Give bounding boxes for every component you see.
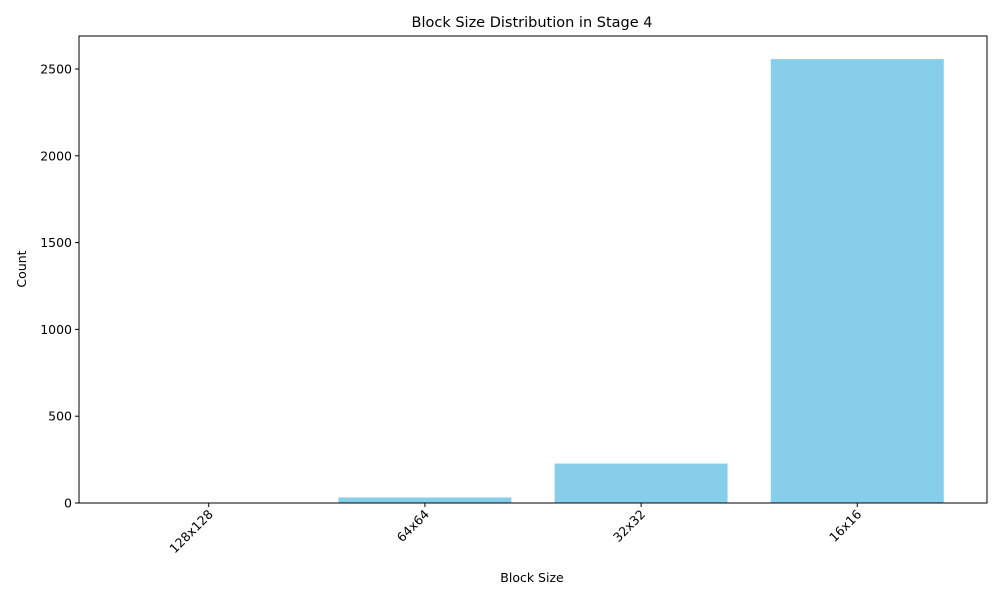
- y-tick-label-1000: 1000: [40, 322, 72, 337]
- y-tick-label-1500: 1500: [40, 235, 72, 250]
- x-tick-label-128x128: 128x128: [166, 506, 216, 556]
- x-tick-label-32x32: 32x32: [610, 507, 648, 545]
- chart-title: Block Size Distribution in Stage 4: [412, 15, 653, 31]
- y-tick-label-500: 500: [48, 409, 72, 424]
- bar-16x16: [771, 59, 944, 503]
- plot-area: [79, 36, 987, 503]
- y-axis-label: Count: [14, 250, 29, 287]
- bar-32x32: [555, 464, 728, 503]
- y-axis: 0 500 1000 1500 2000 2500: [40, 61, 79, 510]
- x-axis-label: Block Size: [500, 570, 564, 585]
- y-tick-label-2000: 2000: [40, 148, 72, 163]
- bar-64x64: [338, 497, 511, 503]
- y-tick-label-2500: 2500: [40, 61, 72, 76]
- x-tick-label-64x64: 64x64: [394, 506, 432, 544]
- x-axis: 128x128 64x64 32x32 16x16: [166, 503, 864, 556]
- y-tick-label-0: 0: [64, 496, 72, 511]
- x-tick-label-16x16: 16x16: [826, 506, 864, 544]
